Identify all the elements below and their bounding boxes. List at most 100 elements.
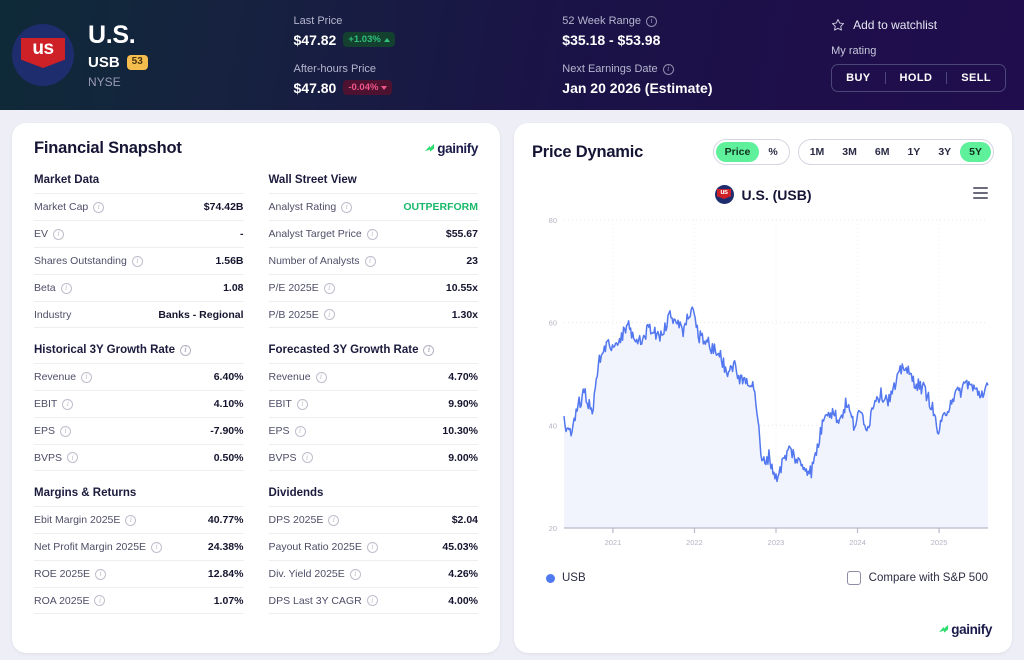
metric-value: 40.77% [207,514,244,526]
info-icon[interactable]: i [60,282,72,294]
metric-label: DPS Last 3Y CAGR i [269,595,378,607]
rating-hold-button[interactable]: HOLD [899,72,933,84]
stock-header: us U.S. USB 53 NYSE Last Price $47.82 +1… [0,0,1024,110]
toggle-1y[interactable]: 1Y [907,146,921,158]
chart-menu-icon[interactable] [973,187,988,199]
metric-row: Ebit Margin 2025E i 40.77% [34,506,244,533]
toggle-price[interactable]: Price [715,142,760,162]
earnings-block: Next Earnings Date i Jan 20 2026 (Estima… [562,63,831,96]
metric-value: 1.56B [215,255,244,267]
metric-label-text: Number of Analysts [268,255,360,267]
info-icon[interactable]: i [349,568,361,580]
info-icon[interactable]: i [294,425,306,437]
toggle-6m[interactable]: 6M [874,146,890,158]
gainify-wordmark: gainify [437,141,478,156]
metric-row: EPS i 10.30% [268,417,478,444]
info-icon[interactable]: i [323,309,335,320]
metric-row: EV i - [34,220,244,247]
metric-value: OUTPERFORM [403,201,478,213]
metric-row: DPS Last 3Y CAGR i 4.00% [268,587,478,614]
rating-sell-button[interactable]: SELL [961,72,992,84]
metric-label-text: BVPS [268,451,297,464]
info-icon[interactable]: i [81,371,93,383]
chart-series-header: us U.S. (USB) [532,185,994,204]
metric-label: ROE 2025E i [34,568,107,580]
metric-group-title: Margins & Returns [34,487,244,506]
rating-buy-button[interactable]: BUY [846,72,871,84]
metric-label: Market Cap i [34,201,105,213]
group-spacer [269,471,479,487]
us-bank-shield-icon: us [21,38,65,68]
page-title: Financial Snapshot [34,139,182,157]
toggle-1m[interactable]: 1M [809,146,825,158]
arrow-up-icon [383,37,390,42]
after-hours-change-value: -0.04% [348,82,379,93]
info-icon[interactable]: i [296,398,308,410]
compare-sp500-toggle[interactable]: Compare with S&P 500 [846,571,988,585]
info-icon[interactable]: i [315,371,327,383]
last-price-block: Last Price $47.82 +1.03% [294,15,563,48]
metric-value: - [240,228,244,240]
score-badge[interactable]: 53 [126,55,148,70]
info-icon[interactable]: i [423,344,435,356]
metric-label: Net Profit Margin 2025E i [34,541,163,553]
info-icon[interactable]: i [323,282,335,294]
info-icon[interactable]: i [93,201,105,213]
metric-group-title-label: Historical 3Y Growth Rate [34,344,176,356]
info-icon[interactable]: i [301,452,313,463]
info-icon[interactable]: i [645,15,657,27]
info-icon[interactable]: i [180,344,192,356]
metric-row: Analyst Target Price i $55.67 [268,220,478,247]
metric-label: DPS 2025E i [269,514,340,526]
metric-label-text: Ebit Margin 2025E [34,514,121,526]
info-icon[interactable]: i [95,568,107,580]
info-icon[interactable]: i [366,541,378,553]
info-icon[interactable]: i [366,595,378,606]
metric-label: P/B 2025E i [269,309,335,321]
price-chart-plot[interactable]: 20 40 60 80 2021 2022 2023 2024 2025 [532,212,994,567]
earnings-label-row: Next Earnings Date i [562,63,831,76]
metric-label: EPS i [34,425,72,437]
info-icon[interactable]: i [53,228,65,240]
x-axis-tick-label: 2024 [849,538,866,547]
info-icon[interactable]: i [328,514,340,526]
divider [946,72,948,84]
info-icon[interactable]: i [67,452,79,463]
metric-row: Payout Ratio 2025E i 45.03% [268,533,478,560]
info-icon[interactable]: i [125,514,137,526]
chart-legend-usb[interactable]: USB [546,572,586,584]
after-hours-change-chip: -0.04% [343,80,393,95]
compare-checkbox[interactable] [846,571,861,585]
toggle--[interactable]: % [768,146,778,158]
toggle-3y[interactable]: 3Y [938,146,952,158]
info-icon[interactable]: i [364,255,376,267]
metric-row: P/B 2025E i 1.30x [268,301,478,328]
add-to-watchlist-button[interactable]: Add to watchlist [831,18,1006,32]
toggle-3m[interactable]: 3M [842,146,857,158]
legend-color-dot [546,573,555,583]
gainify-wordmark: gainify [951,622,992,637]
metric-label-text: Div. Yield 2025E [268,568,345,580]
company-logo: us [12,24,74,86]
financial-snapshot-header: Financial Snapshot gainify [34,139,478,158]
info-icon[interactable]: i [341,201,353,213]
metric-group-title-label: Wall Street View [268,174,357,186]
financial-snapshot-card: Financial Snapshot gainify Market Data Ma… [12,123,500,653]
info-icon[interactable]: i [366,228,378,240]
info-icon[interactable]: i [60,425,72,437]
toggle-5y[interactable]: 5Y [960,142,991,162]
metric-label: EBIT i [269,398,308,410]
info-icon[interactable]: i [131,255,143,267]
info-icon[interactable]: i [151,541,163,553]
metric-label-text: P/B 2025E [268,308,319,321]
info-icon[interactable]: i [662,63,674,75]
metric-label-text: DPS 2025E [268,514,324,526]
add-to-watchlist-label: Add to watchlist [853,18,938,32]
info-icon[interactable]: i [62,398,74,410]
metric-row: Revenue i 4.70% [268,363,478,390]
info-icon[interactable]: i [94,595,106,606]
metric-label: Payout Ratio 2025E i [269,541,378,553]
metric-label-text: Industry [34,308,72,321]
metric-row: Industry Banks - Regional [34,301,244,328]
metric-label: Revenue i [269,371,327,383]
